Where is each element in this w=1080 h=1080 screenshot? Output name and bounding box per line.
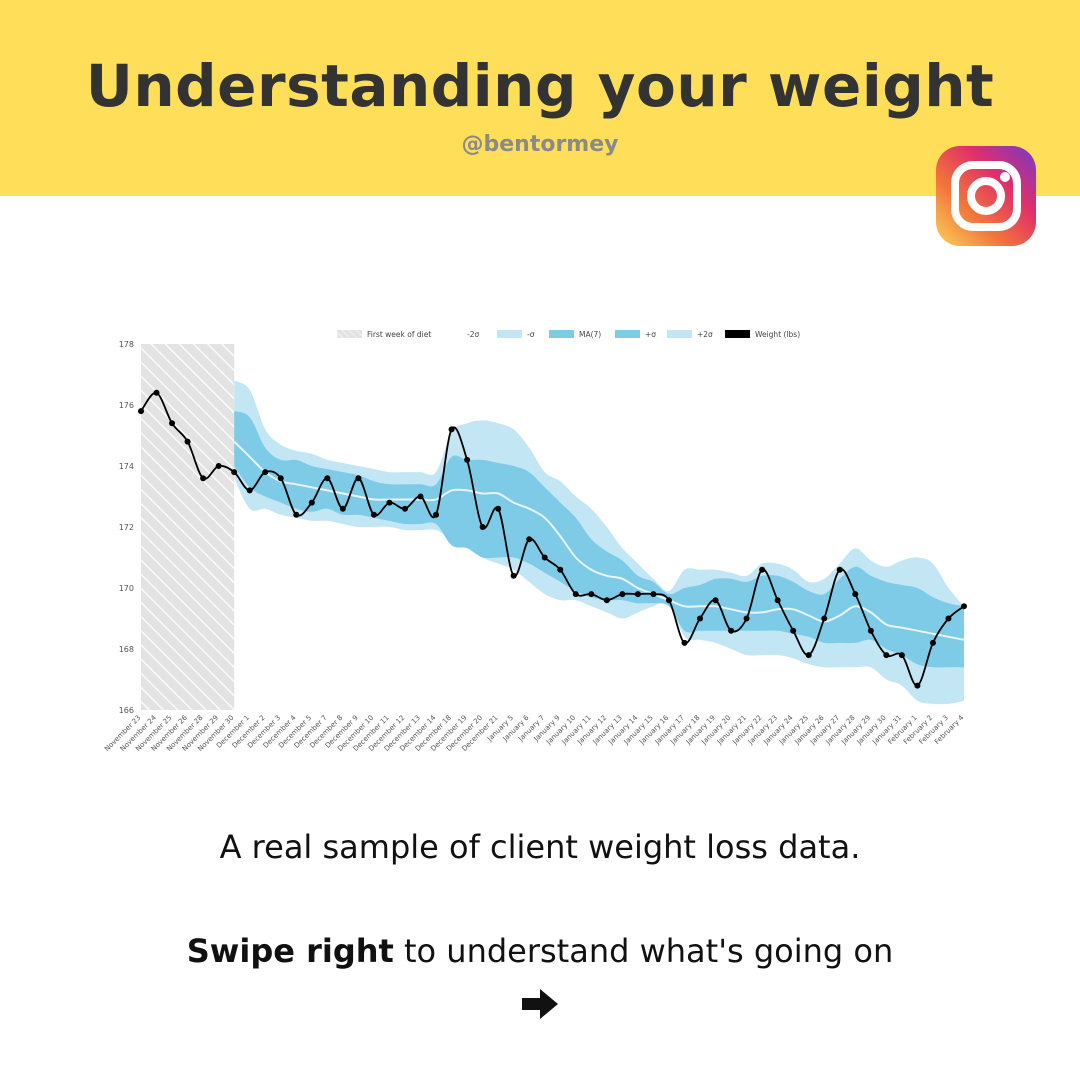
right-arrow-icon[interactable]	[520, 986, 560, 1022]
weight-point-40	[743, 615, 750, 622]
weight-point-47	[852, 591, 859, 598]
weight-point-25	[510, 572, 517, 579]
weight-point-37	[697, 615, 704, 622]
weight-point-43	[790, 627, 797, 634]
weight-point-18	[401, 505, 408, 512]
weight-point-31	[603, 597, 610, 604]
y-tick-label: 166	[119, 706, 134, 715]
weight-point-44	[805, 652, 812, 659]
weight-point-9	[262, 469, 269, 476]
weight-point-24	[495, 505, 502, 512]
weight-point-30	[588, 591, 595, 598]
sigma1-band	[234, 411, 964, 668]
weight-point-46	[836, 566, 843, 573]
weight-point-15	[355, 475, 362, 482]
weight-point-27	[541, 554, 548, 561]
legend-swatch	[337, 330, 362, 338]
swipe-prompt-bold: Swipe right	[186, 932, 394, 970]
y-tick-label: 170	[119, 584, 134, 593]
weight-point-28	[557, 566, 564, 573]
legend-label: -σ	[527, 330, 535, 339]
weight-point-39	[728, 627, 735, 634]
weight-point-23	[479, 524, 486, 530]
legend-label: First week of diet	[367, 330, 431, 339]
weight-point-50	[898, 652, 905, 659]
weight-point-29	[572, 591, 579, 598]
weight-point-51	[914, 682, 921, 689]
weight-point-10	[277, 475, 284, 482]
page-title: Understanding your weight	[85, 52, 995, 120]
ma7-line	[233, 440, 965, 641]
legend-label: MA(7)	[579, 330, 601, 339]
weight-point-16	[370, 511, 377, 518]
weight-point-13	[324, 475, 331, 482]
weight-point-35	[665, 597, 672, 604]
chart-caption: A real sample of client weight loss data…	[219, 828, 861, 866]
weight-point-48	[867, 627, 874, 634]
legend-label: Weight (lbs)	[755, 330, 800, 339]
weight-point-4	[184, 438, 191, 445]
weight-point-5	[200, 475, 207, 482]
y-tick-label: 168	[119, 645, 134, 654]
y-tick-label: 176	[119, 401, 134, 410]
weight-point-2	[153, 389, 160, 396]
weight-point-17	[386, 499, 393, 506]
weight-point-12	[308, 499, 315, 506]
legend-label: +2σ	[697, 330, 713, 339]
swipe-prompt-text: to understand what's going on	[393, 932, 894, 970]
weight-point-52	[929, 639, 936, 646]
sigma2-band	[234, 380, 964, 705]
weight-point-1	[138, 408, 144, 415]
weight-point-34	[650, 591, 657, 598]
weight-point-53	[945, 615, 952, 622]
weight-point-14	[339, 505, 346, 512]
weight-point-7	[231, 469, 238, 476]
legend-swatch	[667, 330, 692, 338]
legend-swatch	[497, 330, 522, 338]
y-tick-label: 172	[119, 523, 134, 532]
legend-swatch	[725, 330, 750, 338]
legend-swatch	[615, 330, 640, 338]
weight-point-54	[961, 603, 967, 610]
weight-point-22	[464, 456, 471, 463]
weight-point-32	[619, 591, 626, 598]
weight-point-11	[293, 511, 300, 518]
header-banner: Understanding your weight @bentormey	[0, 0, 1080, 196]
y-tick-label: 178	[119, 340, 134, 349]
legend-label: -2σ	[467, 330, 479, 339]
weight-point-45	[821, 615, 828, 622]
swipe-prompt: Swipe right to understand what's going o…	[0, 932, 1080, 970]
instagram-icon[interactable]	[936, 146, 1036, 246]
weight-point-49	[883, 652, 890, 659]
weight-point-21	[448, 426, 455, 433]
weight-point-8	[246, 487, 253, 494]
weight-point-19	[417, 493, 424, 500]
weight-point-36	[681, 639, 688, 646]
weight-point-41	[759, 566, 766, 573]
legend-label: +σ	[645, 330, 656, 339]
weight-point-33	[634, 591, 641, 598]
y-tick-label: 174	[119, 462, 134, 471]
weight-point-26	[526, 536, 533, 543]
weight-point-20	[433, 511, 440, 518]
weight-point-38	[712, 597, 719, 604]
weight-point-42	[774, 597, 781, 604]
first-week-shade	[141, 344, 235, 710]
weight-point-6	[215, 463, 222, 469]
legend-swatch	[549, 330, 574, 338]
weight-point-3	[169, 420, 176, 427]
author-handle[interactable]: @bentormey	[461, 132, 619, 157]
